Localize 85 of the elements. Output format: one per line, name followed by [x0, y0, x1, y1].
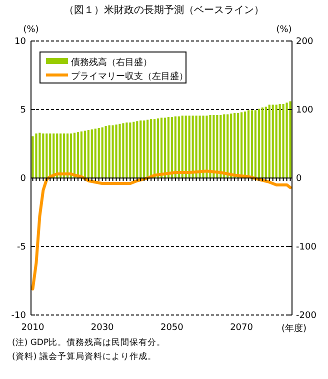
ylabel: (%): [23, 25, 39, 35]
y2-tick-label: 0: [296, 174, 302, 184]
bar: [112, 125, 114, 178]
y2-tick-label: -100: [296, 242, 317, 252]
bar: [122, 123, 124, 178]
bar: [226, 114, 229, 178]
x-tick-label: 2010: [21, 323, 44, 333]
annotation: (注) GDP比。債務残高は民間保有分。: [12, 338, 166, 348]
bar: [275, 104, 278, 178]
bar: [261, 107, 264, 178]
bar: [160, 118, 163, 178]
bar: [38, 132, 41, 178]
bar: [234, 112, 236, 178]
bar: [181, 116, 184, 178]
bar: [198, 116, 201, 178]
bar: [98, 128, 100, 178]
bar: [84, 130, 86, 178]
bar: [104, 126, 107, 178]
bar: [118, 124, 121, 178]
bar: [156, 118, 160, 178]
bar: [101, 127, 104, 178]
bar: [87, 130, 90, 178]
bar: [237, 112, 240, 178]
bar: [35, 133, 38, 178]
y-tick-label: -10: [11, 311, 26, 321]
y2-tick-label: -200: [296, 311, 317, 321]
bar: [129, 122, 132, 178]
bar: [192, 116, 194, 178]
annotation: (資料) 議会予算局資料により作成。: [12, 352, 156, 362]
bar: [153, 119, 156, 178]
title: （図１）米財政の長期予測（ベースライン）: [64, 5, 264, 16]
line-series: [31, 170, 292, 290]
x-tick-label: 2030: [90, 323, 114, 333]
bar: [164, 118, 166, 178]
y-tick-label: -5: [17, 242, 26, 252]
x-tick-label: 2050: [160, 323, 184, 333]
bar: [268, 104, 270, 178]
bar: [209, 114, 212, 178]
bar: [216, 114, 218, 178]
bar: [286, 102, 288, 178]
bar: [126, 122, 128, 178]
bar: [132, 122, 135, 178]
legend-label: プライマリー収支（左目盛）: [71, 71, 188, 82]
bar: [223, 114, 226, 178]
bar: [115, 124, 118, 178]
bar: [143, 120, 146, 178]
bar: [136, 121, 138, 178]
bar: [195, 116, 198, 178]
y-tick-label: 5: [20, 106, 26, 116]
bar: [278, 104, 281, 178]
bar: [49, 133, 52, 178]
bar: [230, 114, 232, 178]
y-tick-label: 10: [14, 37, 26, 47]
bar: [272, 104, 274, 178]
bar: [250, 110, 254, 178]
bar: [289, 101, 292, 178]
y2-tick-label: 200: [296, 37, 314, 47]
bar: [206, 116, 208, 178]
bar: [42, 133, 44, 178]
bar: [282, 104, 284, 178]
bar: [146, 120, 149, 178]
bar: [32, 136, 34, 178]
bar: [264, 106, 267, 178]
bar: [174, 116, 176, 178]
y-tick-label: 0: [20, 174, 26, 184]
bar: [258, 108, 260, 178]
bar: [254, 110, 257, 178]
bar: [90, 129, 93, 178]
y2-tick-label: 100: [296, 106, 314, 116]
legend-label: 債務残高（右目盛）: [71, 57, 152, 68]
bar: [94, 128, 96, 178]
y2label: (%): [276, 25, 292, 35]
bar: [202, 116, 204, 178]
x-tick-label: 2070: [230, 323, 254, 333]
bar: [170, 117, 173, 178]
bar: [188, 116, 190, 178]
bar: [167, 117, 170, 178]
bar: [108, 125, 110, 178]
bar: [178, 116, 180, 178]
bar: [212, 114, 215, 178]
xlabel: (年度): [281, 324, 307, 334]
bar: [46, 133, 48, 178]
bar: [184, 116, 187, 178]
bar: [220, 114, 222, 178]
bar: [140, 120, 142, 178]
